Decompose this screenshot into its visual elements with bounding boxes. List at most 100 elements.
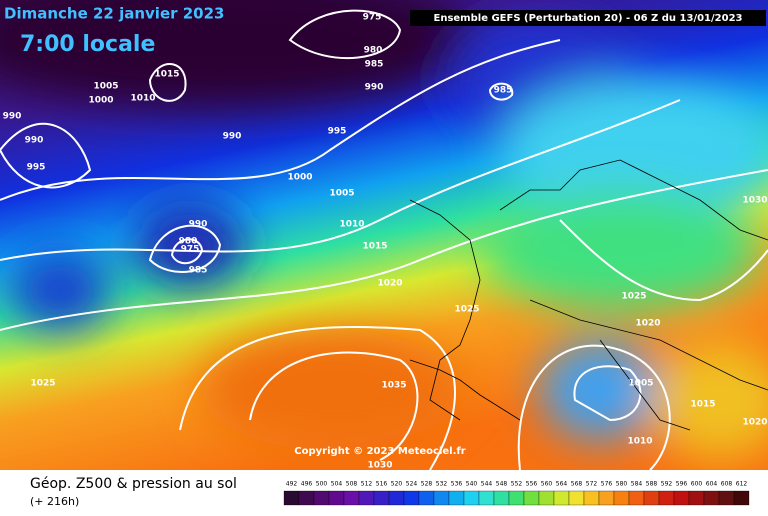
scale-label: 552 (511, 481, 523, 488)
scale-label: 508 (346, 481, 358, 488)
isobar-label: 1025 (621, 292, 646, 302)
isobar-label: 985 (365, 60, 384, 70)
scale-swatch (673, 490, 690, 506)
isobar-label: 1005 (628, 379, 653, 389)
scale-label: 500 (316, 481, 328, 488)
scale-label: 544 (481, 481, 493, 488)
date-title: Dimanche 22 janvier 2023 (4, 5, 225, 23)
isobar-label: 975 (181, 245, 200, 255)
legend-title: Géop. Z500 & pression au sol (30, 476, 237, 492)
scale-swatch (628, 490, 645, 506)
scale-label: 528 (421, 481, 433, 488)
scale-label: 496 (301, 481, 313, 488)
scale-swatch (478, 490, 495, 506)
isobar-label: 1010 (627, 437, 652, 447)
scale-label: 564 (556, 481, 568, 488)
isobar-label: 1015 (362, 242, 387, 252)
scale-swatch (598, 490, 615, 506)
scale-label: 596 (676, 481, 688, 488)
time-title: 7:00 locale (20, 32, 155, 57)
scale-label: 520 (391, 481, 403, 488)
isobar-label: 1025 (30, 379, 55, 389)
isobar-label: 990 (3, 112, 22, 122)
scale-swatch (403, 490, 420, 506)
scale-swatch (313, 490, 330, 506)
isobar-label: 1020 (742, 418, 767, 428)
scale-label: 572 (586, 481, 598, 488)
scale-swatch (658, 490, 675, 506)
scale-swatch (508, 490, 525, 506)
isobar-label: 975 (363, 13, 382, 23)
isobar-label: 990 (365, 83, 384, 93)
scale-swatch (298, 490, 315, 506)
scale-label: 524 (406, 481, 418, 488)
scale-label: 536 (451, 481, 463, 488)
legend-lead: (+ 216h) (30, 495, 79, 508)
scale-swatch (463, 490, 480, 506)
isobar-label: 1035 (381, 381, 406, 391)
scale-swatch (568, 490, 585, 506)
scale-swatch (733, 490, 750, 506)
isobar-label: 1000 (88, 96, 113, 106)
isobar-label: 980 (364, 46, 383, 56)
isobar-labels: 975 980 985 990 1015 1005 1010 1000 990 990 995 990… (3, 13, 768, 471)
isobar-label: 990 (25, 136, 44, 146)
scale-label: 516 (376, 481, 388, 488)
scale-label: 576 (601, 481, 613, 488)
scale-swatch (688, 490, 705, 506)
scale-label: 612 (736, 481, 748, 488)
copyright: Copyright © 2023 Meteociel.fr (294, 446, 465, 457)
scale-swatch (643, 490, 660, 506)
scale-label: 580 (616, 481, 628, 488)
model-label: Ensemble GEFS (Perturbation 20) - 06 Z d… (434, 13, 743, 24)
isobar-label: 1005 (93, 82, 118, 92)
scale-swatch (583, 490, 600, 506)
scale-label: 592 (661, 481, 673, 488)
isobar-label: 995 (328, 127, 347, 137)
scale-swatch (538, 490, 555, 506)
scale-label: 540 (466, 481, 478, 488)
scale-label: 556 (526, 481, 538, 488)
isobar-label: 1000 (287, 173, 312, 183)
scale-label: 584 (631, 481, 643, 488)
isobar-label: 990 (189, 220, 208, 230)
scale-swatch (388, 490, 405, 506)
scale-swatch (448, 490, 465, 506)
isobar-label: 1020 (635, 319, 660, 329)
scale-label: 560 (541, 481, 553, 488)
isobar-label: 1015 (154, 70, 179, 80)
isobar-label: 1010 (339, 220, 364, 230)
isobars (0, 9, 768, 471)
isobar-label: 985 (494, 86, 513, 96)
coastlines (409, 159, 768, 431)
scale-swatch (283, 490, 300, 506)
isobar-label: 1030 (742, 196, 767, 206)
header-box (410, 10, 766, 26)
scale-label: 604 (706, 481, 718, 488)
isobar-label: 1010 (130, 94, 155, 104)
scale-swatch (358, 490, 375, 506)
scale-label: 532 (436, 481, 448, 488)
isobar-label: 1020 (377, 279, 402, 289)
scale-label: 568 (571, 481, 583, 488)
isobar-label: 995 (27, 163, 46, 173)
scale-swatch (433, 490, 450, 506)
scale-label: 608 (721, 481, 733, 488)
scale-label: 512 (361, 481, 373, 488)
isobar-label: 990 (223, 132, 242, 142)
scale-label: 504 (331, 481, 343, 488)
isobar-label: 985 (189, 266, 208, 276)
scale-swatch (553, 490, 570, 506)
scale-swatch (373, 490, 390, 506)
scale-swatch (418, 490, 435, 506)
color-scale: 492 496 500 504 508 512 516 520 524 528 532 536 540 5… (283, 481, 750, 506)
scale-swatch (523, 490, 540, 506)
scale-label: 548 (496, 481, 508, 488)
scale-swatch (718, 490, 735, 506)
scale-label: 600 (691, 481, 703, 488)
scale-swatch (703, 490, 720, 506)
isobar-label: 1030 (367, 461, 392, 471)
isobar-label: 1015 (690, 400, 715, 410)
scale-swatch (613, 490, 630, 506)
